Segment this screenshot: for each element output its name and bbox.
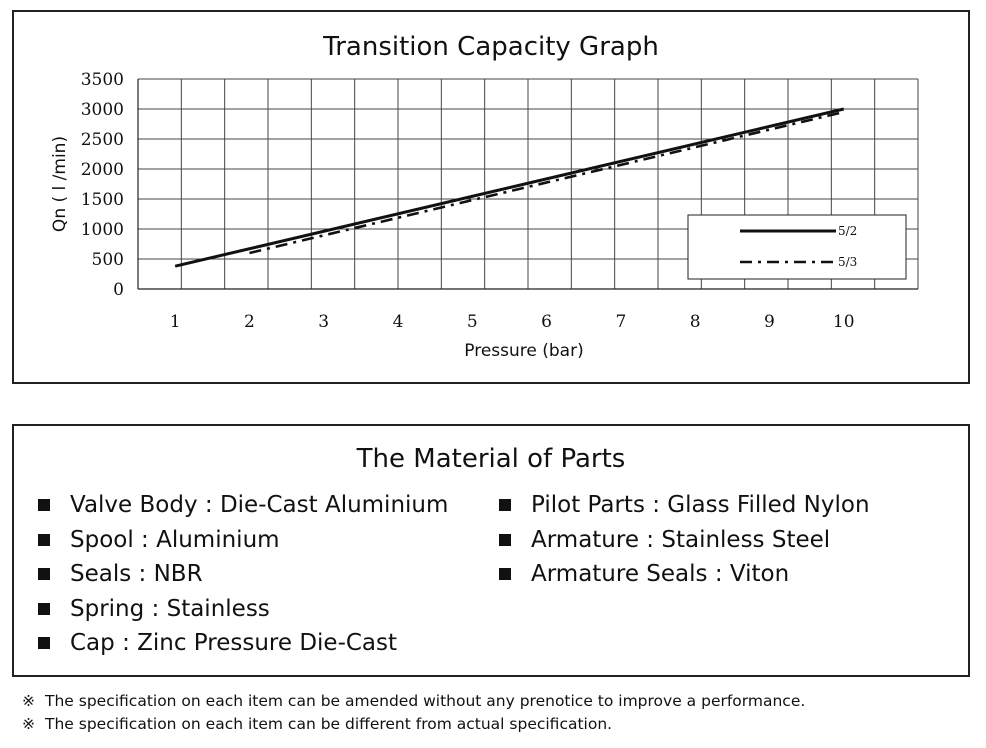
material-list-right: Pilot Parts : Glass Filled Nylon Armatur…	[499, 488, 870, 592]
material-item: Seals : NBR	[38, 557, 448, 592]
square-bullet-icon	[38, 602, 50, 615]
footnote: ※ The specification on each item can be d…	[22, 715, 613, 733]
material-item: Pilot Parts : Glass Filled Nylon	[499, 488, 870, 523]
material-item: Cap : Zinc Pressure Die-Cast	[38, 626, 448, 661]
x-tick-label: 6	[541, 312, 552, 332]
x-tick-label: 2	[244, 312, 255, 332]
reference-mark-icon: ※	[22, 692, 35, 710]
graph-panel: Transition Capacity Graph 0 500 1000 1500 20…	[12, 10, 970, 384]
x-tick-label: 3	[318, 312, 329, 332]
x-tick-label: 1	[170, 312, 181, 332]
y-tick-label: 500	[92, 250, 124, 270]
y-tick-label: 3500	[81, 70, 124, 90]
legend-label: 5/2	[838, 224, 857, 238]
y-axis-label: Qn ( l /min)	[50, 136, 70, 232]
square-bullet-icon	[499, 568, 511, 580]
square-bullet-icon	[38, 533, 50, 546]
square-bullet-icon	[38, 568, 50, 580]
series-line	[249, 110, 845, 255]
x-tick-label: 9	[764, 312, 775, 332]
material-title: The Material of Parts	[356, 444, 626, 474]
material-item: Spool : Aluminium	[38, 523, 448, 558]
y-tick-label: 1500	[81, 190, 124, 210]
legend-box	[687, 214, 907, 280]
y-tick-label: 2500	[81, 130, 124, 150]
x-axis-label: Pressure (bar)	[464, 341, 583, 361]
material-item: Spring : Stainless	[38, 592, 448, 627]
material-panel: The Material of Parts Valve Body : Die-C…	[12, 424, 970, 677]
square-bullet-icon	[499, 533, 511, 546]
material-item: Armature : Stainless Steel	[499, 523, 870, 558]
series-line	[174, 107, 845, 268]
x-tick-label: 7	[615, 312, 626, 332]
x-tick-label: 4	[393, 312, 404, 332]
y-tick-label: 2000	[81, 160, 124, 180]
square-bullet-icon	[499, 499, 511, 511]
chart-title: Transition Capacity Graph	[323, 32, 659, 62]
x-tick-label: 10	[833, 312, 855, 332]
y-tick-label: 0	[113, 280, 124, 300]
y-tick-label: 3000	[81, 100, 124, 120]
y-tick-label: 1000	[81, 220, 124, 240]
capacity-chart: 0 500 1000 1500 2000 2500 3000 3500 1 2 3 4 5 6 7 8 9 10 P…	[50, 70, 919, 361]
legend-label: 5/3	[838, 255, 857, 269]
x-tick-label: 8	[690, 312, 701, 332]
material-item: Valve Body : Die-Cast Aluminium	[38, 488, 448, 523]
reference-mark-icon: ※	[22, 715, 35, 733]
x-tick-label: 5	[467, 312, 478, 332]
footnote: ※ The specification on each item can be a…	[22, 692, 806, 710]
material-item: Armature Seals : Viton	[499, 557, 870, 592]
square-bullet-icon	[38, 637, 50, 649]
material-list-left: Valve Body : Die-Cast Aluminium Spool : …	[38, 488, 448, 661]
square-bullet-icon	[38, 499, 50, 511]
